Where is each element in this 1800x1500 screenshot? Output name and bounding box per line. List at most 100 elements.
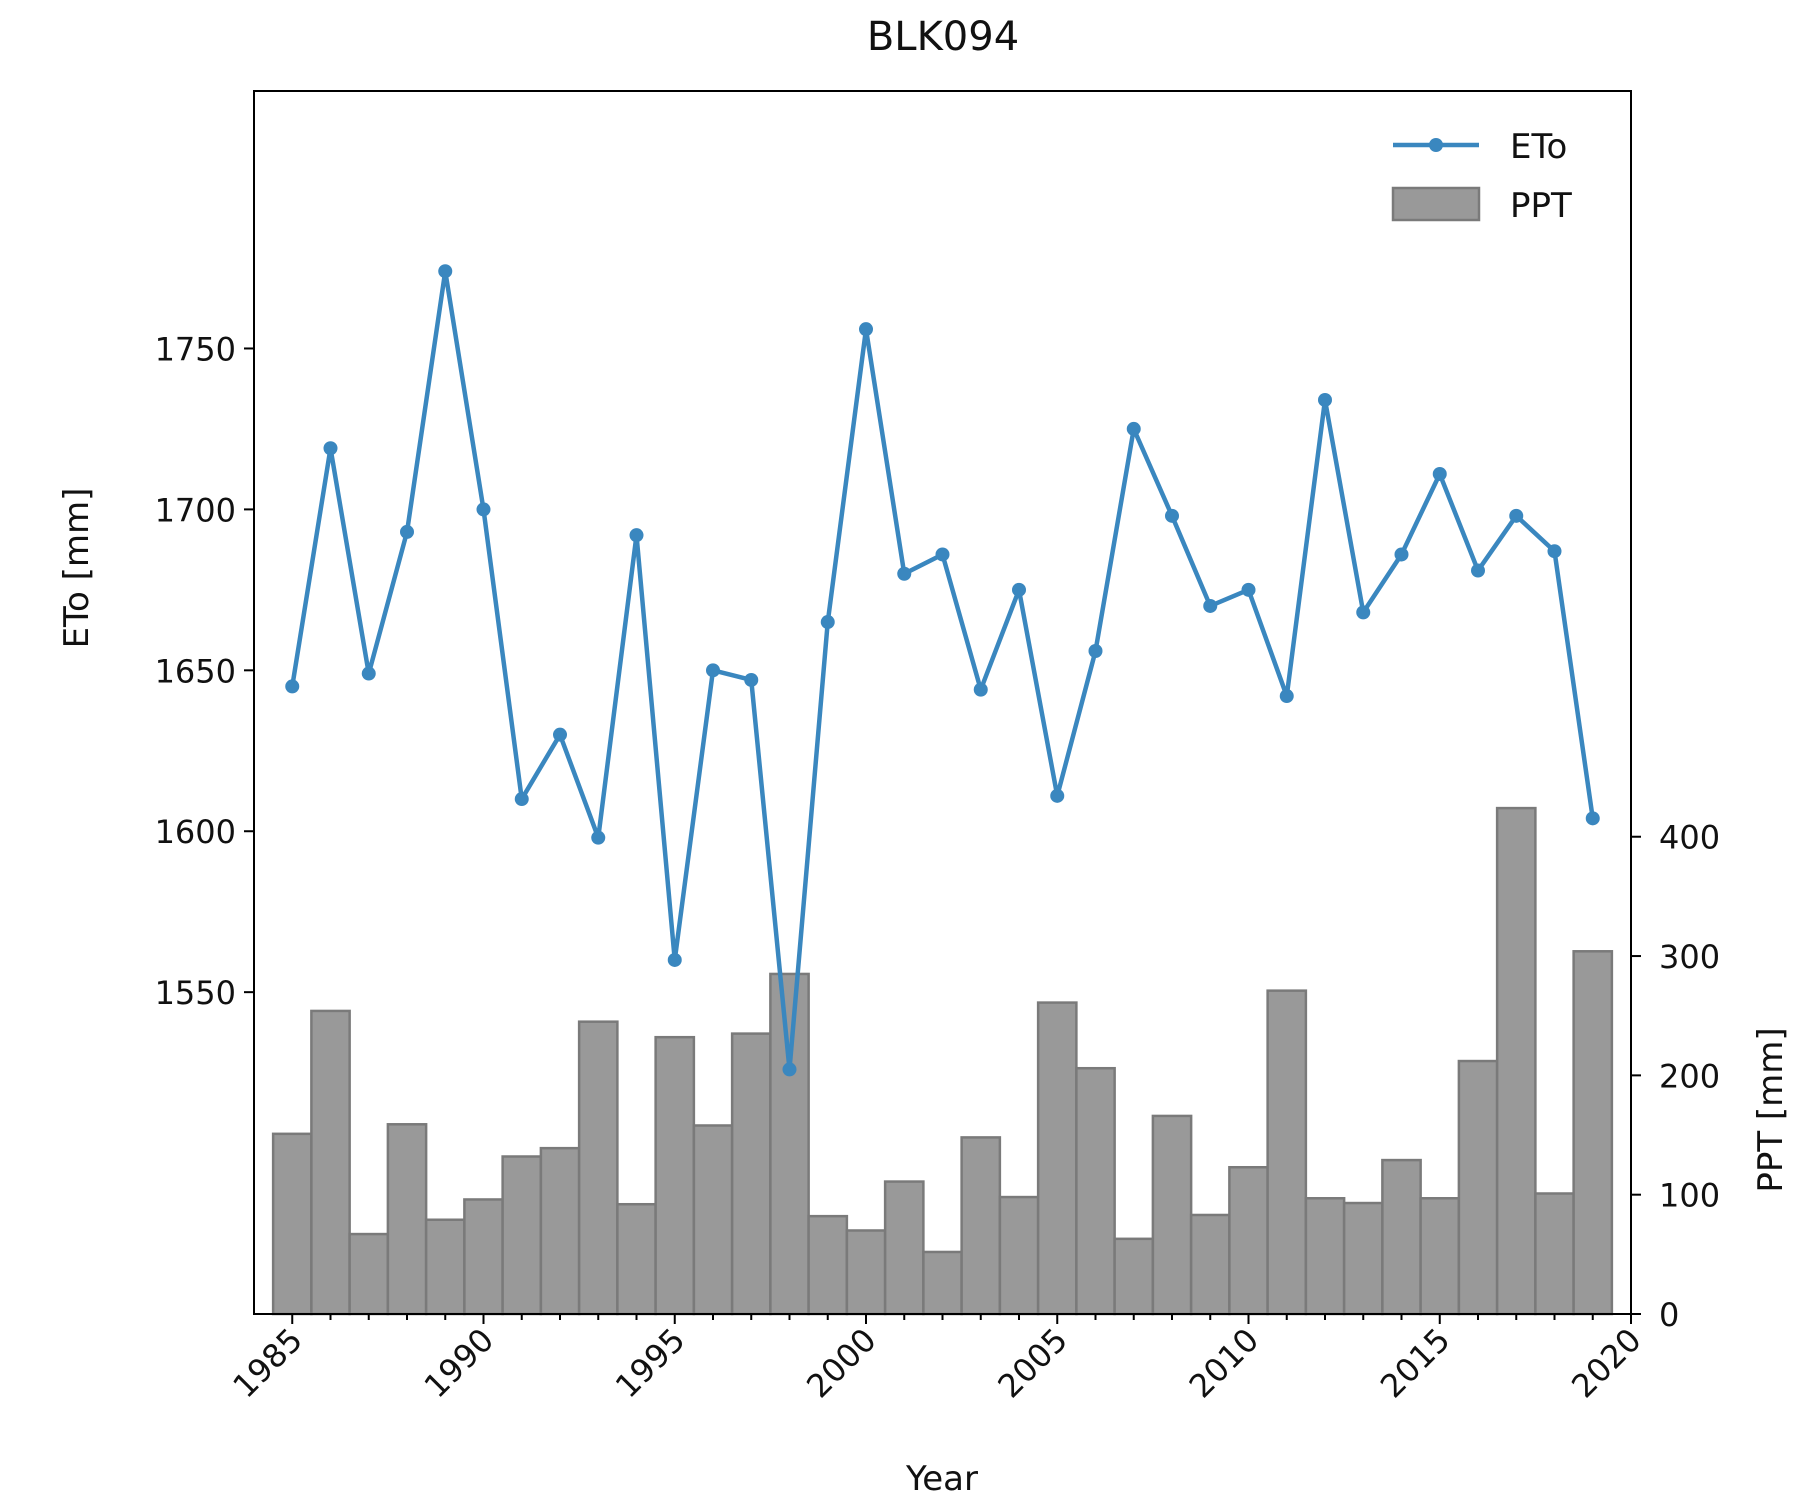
y-right-tick-label: 100 bbox=[1659, 1177, 1720, 1215]
eto-point bbox=[1547, 544, 1562, 559]
y-left-tick-label: 1650 bbox=[155, 652, 236, 690]
eto-point bbox=[1088, 644, 1103, 659]
ppt-bar bbox=[577, 1020, 619, 1316]
eto-point bbox=[1203, 598, 1218, 613]
eto-point bbox=[706, 663, 720, 678]
eto-point bbox=[1241, 582, 1256, 597]
legend-eto-marker bbox=[1429, 138, 1443, 152]
eto-point bbox=[782, 1062, 797, 1077]
ppt-bar bbox=[1151, 1114, 1193, 1316]
eto-point bbox=[935, 547, 950, 562]
ppt-bar bbox=[692, 1124, 734, 1316]
eto-point bbox=[553, 727, 567, 742]
eto-point bbox=[361, 666, 376, 681]
eto-point bbox=[859, 322, 873, 337]
ppt-bar bbox=[616, 1202, 657, 1316]
plot-frame bbox=[253, 90, 1632, 1315]
eto-point bbox=[591, 830, 606, 845]
ppt-bar bbox=[807, 1214, 849, 1316]
eto-point bbox=[476, 502, 491, 517]
y-left-tick-label: 1600 bbox=[155, 813, 236, 851]
y-axis-left-label: ETo [mm] bbox=[57, 488, 97, 649]
ppt-bar bbox=[1381, 1158, 1422, 1316]
ppt-bar bbox=[1572, 950, 1614, 1316]
ppt-bar bbox=[463, 1198, 504, 1316]
x-axis: 1985 1990 1995 2000 2005 2010 2015 2020 bbox=[225, 1314, 1649, 1405]
eto-point bbox=[820, 615, 835, 630]
eto-point bbox=[1050, 788, 1065, 803]
eto-point bbox=[1471, 563, 1485, 578]
ppt-bar bbox=[539, 1146, 581, 1316]
y-right-tick-label: 200 bbox=[1659, 1057, 1720, 1095]
eto-point bbox=[629, 528, 644, 543]
ppt-bar bbox=[424, 1218, 466, 1316]
ppt-bar bbox=[1189, 1213, 1231, 1316]
ppt-bar bbox=[883, 1180, 925, 1316]
ppt-bar bbox=[960, 1136, 1002, 1316]
legend-ppt-swatch bbox=[1391, 186, 1481, 222]
x-tick-label: 2020 bbox=[1564, 1321, 1648, 1405]
ppt-bar bbox=[1228, 1165, 1269, 1316]
eto-point bbox=[1012, 582, 1026, 597]
eto-point bbox=[323, 441, 338, 456]
x-tick-label: 2000 bbox=[799, 1321, 883, 1405]
x-tick-label: 1990 bbox=[417, 1321, 501, 1405]
ppt-bar bbox=[1495, 806, 1537, 1316]
ppt-bar bbox=[348, 1232, 390, 1316]
ppt-bar bbox=[1036, 1001, 1078, 1316]
ppt-bar bbox=[1113, 1237, 1155, 1316]
eto-point bbox=[514, 792, 529, 807]
ppt-bar bbox=[1534, 1192, 1575, 1316]
eto-point bbox=[1394, 547, 1409, 562]
eto-line-series bbox=[285, 264, 1600, 1077]
ppt-bars bbox=[271, 806, 1614, 1316]
ppt-bar bbox=[730, 1032, 772, 1316]
x-axis-label: Year bbox=[905, 1459, 978, 1499]
eto-point bbox=[1356, 605, 1371, 620]
ppt-bar bbox=[310, 1009, 351, 1316]
y-axis-left: 1550 1600 1650 1700 1750 bbox=[155, 330, 254, 1012]
x-tick-label: 2015 bbox=[1373, 1321, 1457, 1405]
ppt-bar bbox=[501, 1155, 543, 1316]
ppt-bar bbox=[654, 1035, 696, 1316]
ppt-bar bbox=[1342, 1201, 1384, 1316]
ppt-bar bbox=[1075, 1066, 1116, 1316]
ppt-bar bbox=[1457, 1059, 1499, 1316]
y-right-tick-label: 300 bbox=[1659, 938, 1720, 976]
eto-point bbox=[1126, 421, 1141, 436]
ppt-bar bbox=[769, 972, 810, 1316]
eto-point bbox=[400, 524, 414, 539]
eto-point bbox=[1509, 508, 1524, 523]
eto-point bbox=[1432, 466, 1447, 481]
ppt-bar bbox=[1266, 989, 1308, 1316]
y-axis-right: 0 100 200 300 400 bbox=[1631, 819, 1720, 1334]
chart-title: BLK094 bbox=[867, 14, 1019, 60]
legend: ETo PPT bbox=[1391, 127, 1572, 226]
eto-point bbox=[744, 672, 759, 687]
x-tick-label: 2010 bbox=[1182, 1321, 1266, 1405]
y-right-tick-label: 400 bbox=[1659, 819, 1720, 857]
eto-point bbox=[1165, 508, 1179, 523]
ppt-bar bbox=[386, 1123, 428, 1316]
eto-point bbox=[973, 682, 988, 697]
x-tick-label: 1995 bbox=[608, 1321, 692, 1405]
ppt-bar bbox=[1304, 1197, 1346, 1316]
eto-point bbox=[285, 679, 300, 694]
ppt-bar bbox=[922, 1250, 963, 1316]
y-left-tick-label: 1750 bbox=[155, 330, 236, 368]
ppt-bar bbox=[1419, 1197, 1461, 1316]
ppt-bar bbox=[845, 1229, 887, 1316]
ppt-bar bbox=[271, 1132, 313, 1316]
eto-point bbox=[1318, 392, 1332, 407]
ppt-bar bbox=[998, 1195, 1040, 1316]
eto-point bbox=[1279, 689, 1294, 704]
eto-line bbox=[290, 268, 1595, 1072]
y-left-tick-label: 1700 bbox=[155, 491, 236, 529]
eto-point bbox=[438, 264, 453, 279]
legend-eto-label: ETo bbox=[1510, 127, 1567, 167]
eto-point bbox=[897, 566, 912, 581]
x-tick-label: 1985 bbox=[225, 1321, 309, 1405]
eto-point bbox=[667, 952, 682, 967]
legend-ppt-label: PPT bbox=[1510, 186, 1572, 226]
